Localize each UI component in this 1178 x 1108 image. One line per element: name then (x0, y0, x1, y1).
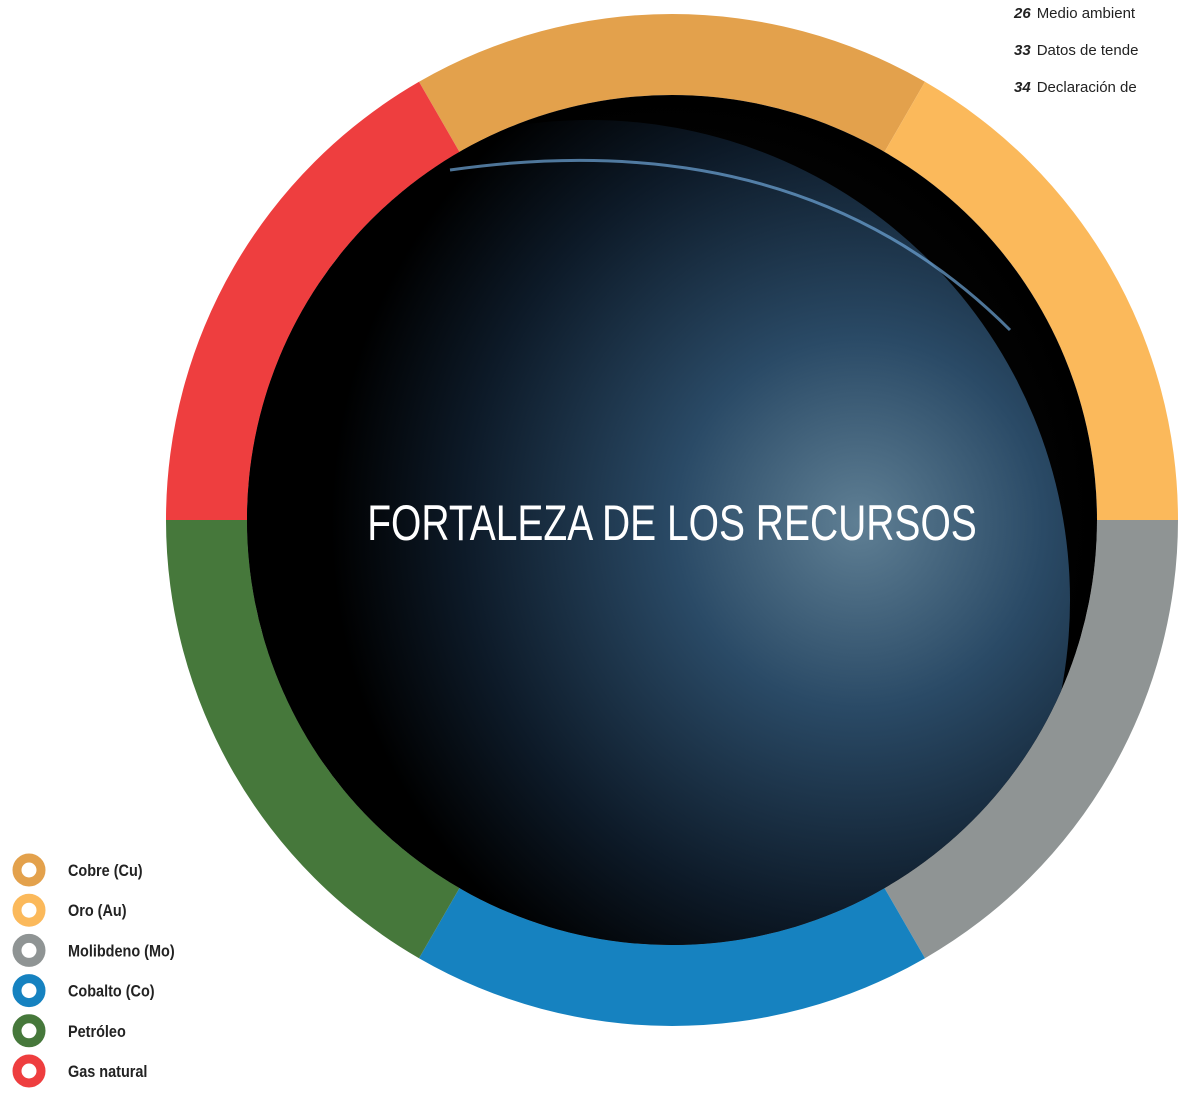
toc-label: Medio ambient (1037, 5, 1136, 22)
legend-label: Molibdeno (Mo) (68, 942, 175, 960)
legend-icon (12, 853, 46, 887)
ring-segment (419, 888, 925, 1026)
legend-label: Petróleo (68, 1023, 126, 1041)
toc-page: 34 (1014, 79, 1031, 96)
ring-segment (166, 81, 460, 521)
ring-segment (419, 13, 925, 152)
toc-entry: 34 Declaración de (1014, 79, 1137, 96)
ring-segment (884, 520, 1178, 959)
toc-entry: 33 Datos de tende (1014, 42, 1138, 59)
legend-label: Cobalto (Co) (68, 983, 155, 1001)
resource-ring (166, 13, 1178, 1026)
ring-segment (884, 81, 1178, 521)
toc-page: 26 (1013, 5, 1031, 22)
toc-label: Declaración de (1037, 79, 1137, 96)
legend: Cobre (Cu) Oro (Au) Molibdeno (Mo) Cobalto … (12, 853, 175, 1088)
legend-icon (12, 893, 46, 927)
toc-label: Datos de tende (1037, 42, 1139, 59)
legend-icon (12, 1014, 46, 1048)
table-of-contents: 26 Medio ambient 33 Datos de tende 34 Declara… (1013, 5, 1138, 96)
toc-entry: 26 Medio ambient (1013, 5, 1136, 22)
toc-page: 33 (1014, 42, 1031, 59)
legend-icon (12, 1054, 46, 1088)
legend-icon (12, 974, 46, 1008)
legend-icon (12, 933, 46, 967)
page-title: FORTALEZA DE LOS RECURSOS (367, 494, 977, 551)
legend-label: Cobre (Cu) (68, 862, 143, 880)
ring-segment (166, 520, 460, 959)
legend-label: Gas natural (68, 1063, 147, 1081)
legend-label: Oro (Au) (68, 902, 127, 920)
